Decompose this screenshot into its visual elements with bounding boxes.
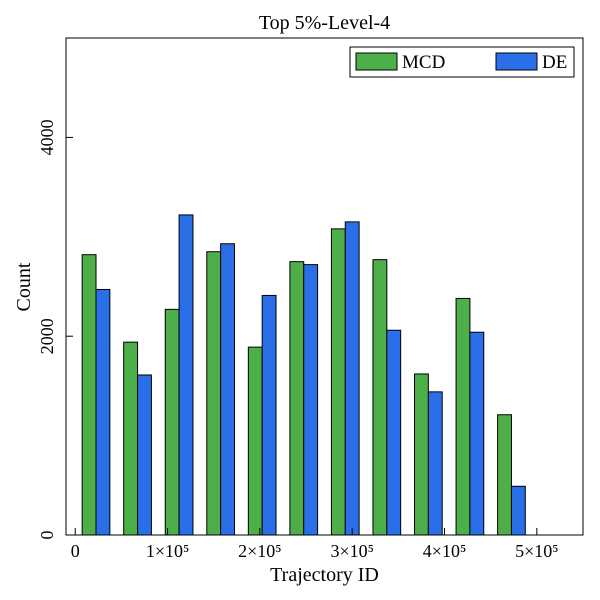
bar-mcd-1	[123, 341, 139, 536]
bar-mcd-6	[330, 228, 346, 536]
bar-de-2	[178, 214, 194, 536]
legend-swatch-de	[495, 52, 538, 71]
bar-mcd-7	[372, 259, 388, 536]
x-tick-label-1: 1×10⁵	[146, 541, 189, 561]
bar-mcd-10	[497, 414, 512, 536]
legend-label-mcd: MCD	[402, 52, 445, 73]
x-tick-label-0: 0	[71, 541, 80, 561]
bar-de-3	[220, 243, 235, 536]
bar-mcd-2	[164, 308, 180, 536]
bar-mcd-9	[455, 297, 471, 536]
bar-mcd-4	[247, 346, 263, 536]
x-tick-label-5: 5×10⁵	[515, 541, 558, 561]
ticks-layer: 0 1×10⁵ 2×10⁵ 3×10⁵ 4×10⁵ 5×10⁵ 0 2000 4000	[37, 119, 559, 561]
y-tick-label-0: 0	[37, 531, 57, 540]
legend: MCD DE	[349, 46, 575, 78]
chart-title: Top 5%-Level-4	[259, 12, 390, 34]
bar-de-7	[386, 329, 402, 536]
plot-frame	[65, 37, 584, 536]
bar-mcd-0	[81, 254, 97, 536]
bar-de-10	[510, 485, 526, 536]
y-tick-label-1: 2000	[37, 318, 57, 354]
x-tick-label-4: 4×10⁵	[423, 541, 466, 561]
y-axis-label: Count	[13, 262, 35, 311]
legend-label-de: DE	[542, 52, 567, 73]
bar-de-1	[137, 374, 152, 536]
bar-de-6	[344, 221, 360, 536]
bar-de-5	[303, 264, 319, 536]
bar-mcd-8	[414, 373, 429, 536]
bar-de-8	[427, 391, 443, 536]
bar-de-9	[469, 331, 485, 536]
bar-de-4	[261, 294, 277, 536]
bar-mcd-5	[289, 261, 305, 536]
bar-mcd-3	[206, 251, 222, 536]
legend-swatch-mcd	[355, 52, 398, 71]
y-tick-label-2: 4000	[37, 119, 57, 155]
x-tick-label-3: 3×10⁵	[330, 541, 373, 561]
bars-layer	[81, 214, 526, 536]
x-axis-label: Trajectory ID	[270, 564, 379, 586]
bar-de-0	[95, 288, 111, 536]
x-tick-label-2: 2×10⁵	[238, 541, 281, 561]
